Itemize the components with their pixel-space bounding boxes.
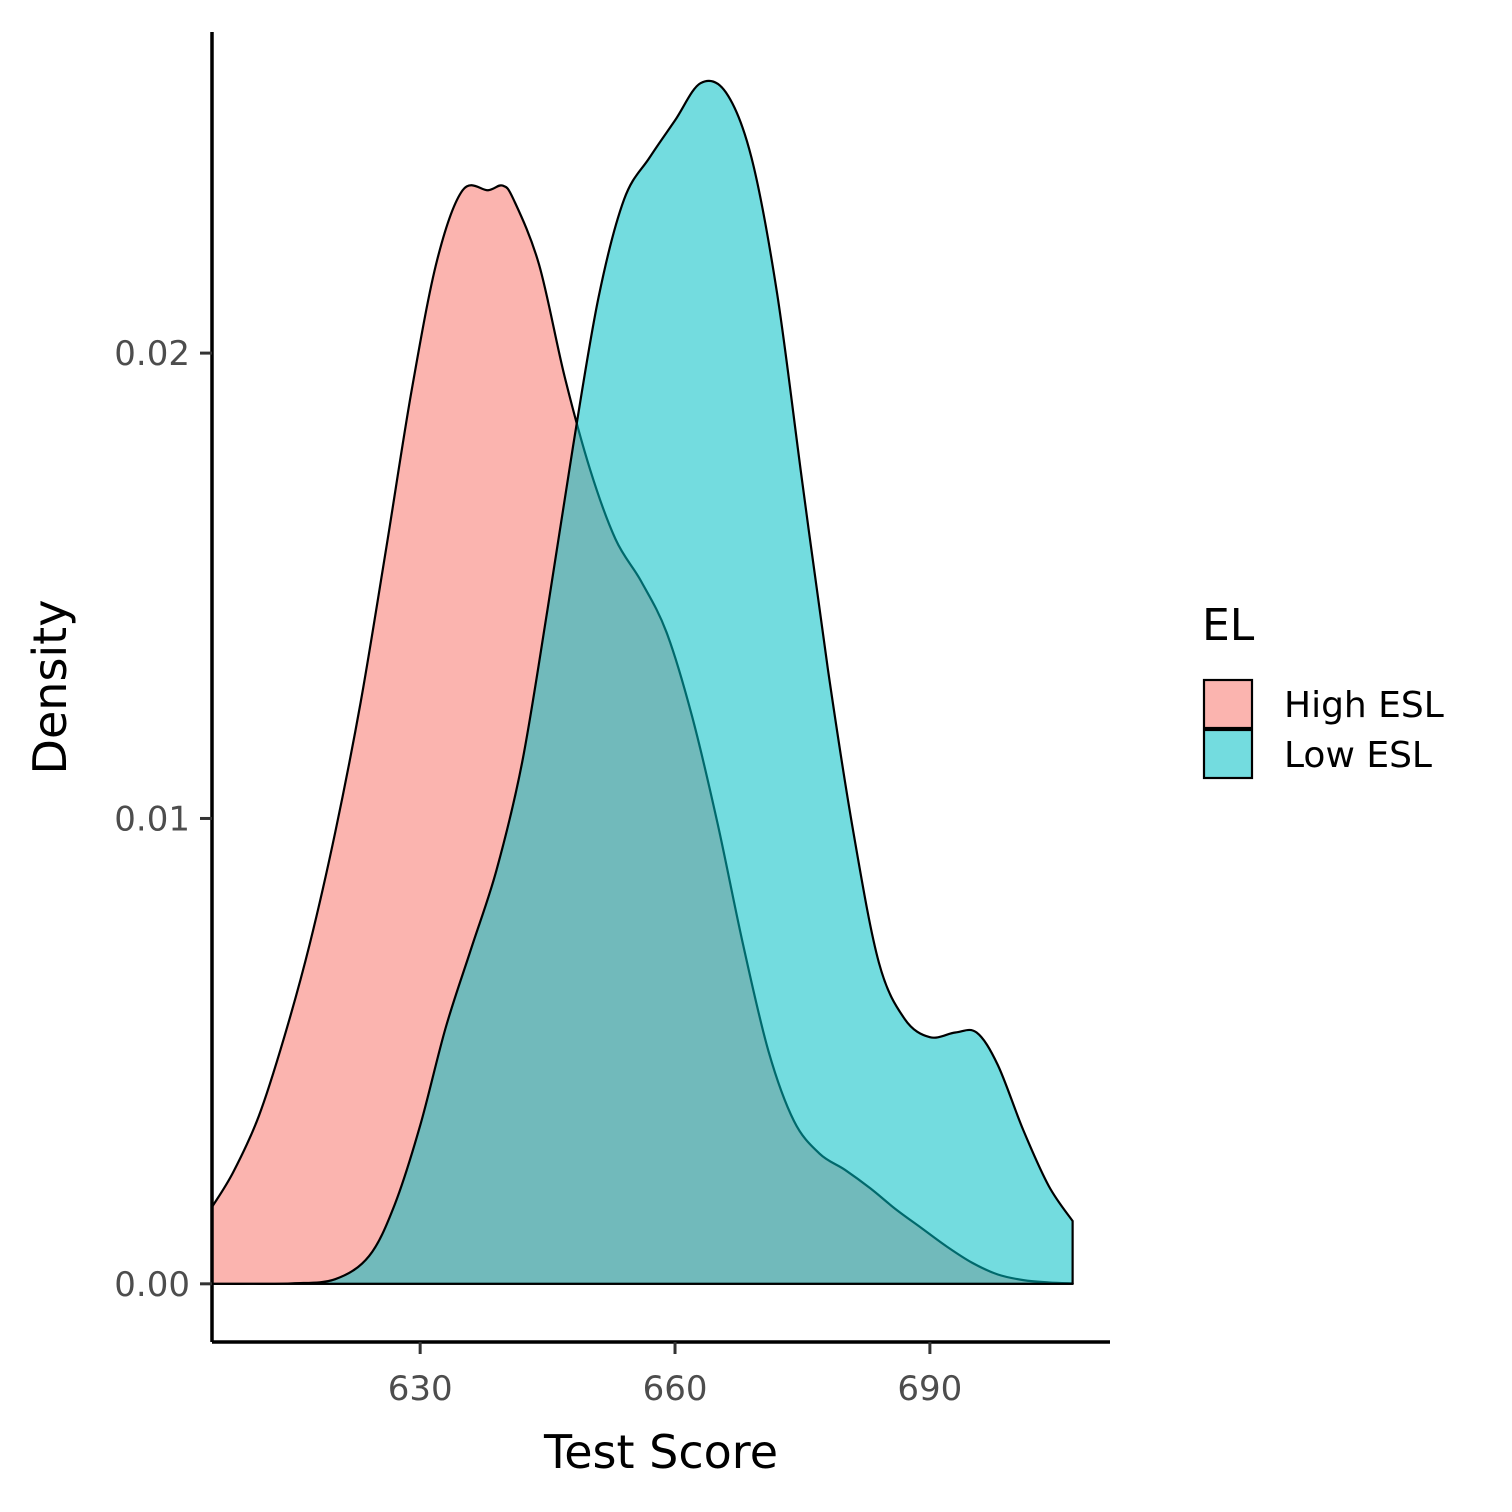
x-axis-title: Test Score	[543, 1425, 778, 1479]
density-area-low-esl	[210, 79, 1074, 1285]
legend-key-low-esl	[1202, 728, 1254, 780]
x-tick-label: 690	[897, 1369, 962, 1409]
legend: EL High ESL Low ESL	[1202, 600, 1444, 780]
legend-title: EL	[1202, 600, 1255, 651]
x-tick-label: 630	[388, 1369, 453, 1409]
y-tick-label: 0.02	[114, 334, 190, 374]
axis-ticks: 630 660 690 0.00 0.01 0.02	[114, 334, 962, 1409]
plot-area	[210, 79, 1074, 1285]
y-tick-label: 0.01	[114, 799, 190, 839]
axes	[210, 32, 1110, 1344]
x-tick-label: 660	[643, 1369, 708, 1409]
y-axis-title: Density	[23, 600, 77, 775]
legend-key-high-esl	[1202, 678, 1254, 730]
legend-label-high-esl: High ESL	[1284, 685, 1444, 726]
y-tick-label: 0.00	[114, 1265, 190, 1305]
legend-label-low-esl: Low ESL	[1284, 735, 1432, 776]
